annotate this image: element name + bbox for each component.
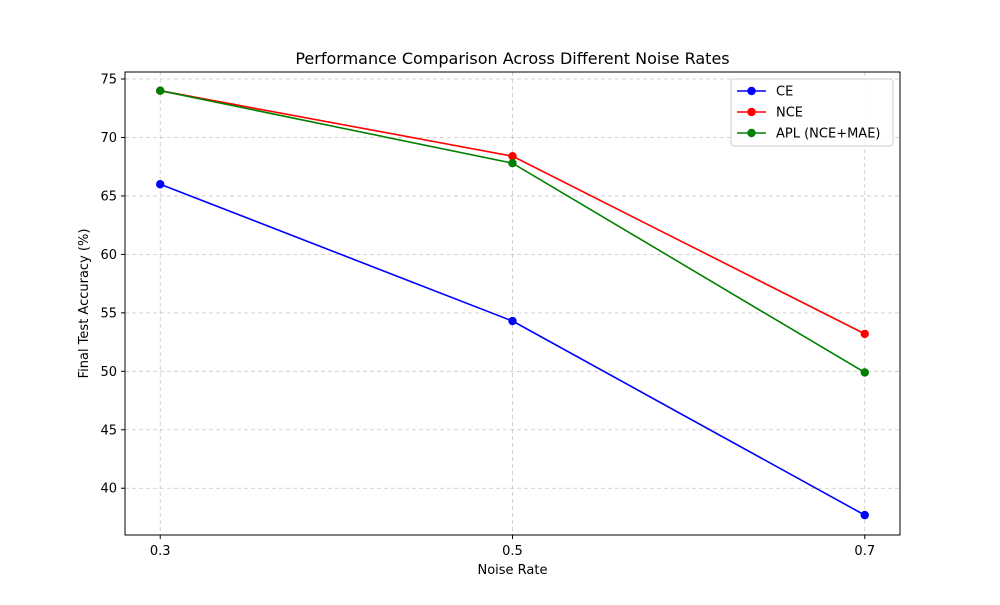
data-point-apl-nce-mae <box>860 368 869 377</box>
data-point-apl-nce-mae <box>156 86 165 95</box>
legend-marker-nce <box>747 107 756 117</box>
data-point-nce <box>860 329 869 339</box>
y-axis-title: Final Test Accuracy (%) <box>77 229 92 379</box>
x-tick-label: 0.5 <box>502 544 523 559</box>
axis-ticks: 0.3 0.5 0.7 40 45 50 55 60 65 70 75 <box>100 73 875 559</box>
data-point-ce <box>156 180 165 189</box>
y-tick-label: 40 <box>100 482 117 497</box>
y-tick-label: 55 <box>100 306 117 321</box>
legend-items: CE NCE APL (NCE+MAE) <box>737 85 880 142</box>
data-point-apl-nce-mae <box>508 158 517 168</box>
legend-marker-apl-nce-mae <box>747 128 756 138</box>
data-point-nce <box>508 151 517 161</box>
series-lines <box>156 86 869 520</box>
y-tick-label: 45 <box>100 423 117 438</box>
data-point-ce <box>508 316 517 326</box>
x-tick-label: 0.3 <box>150 544 171 559</box>
y-tick-label: 50 <box>100 365 117 380</box>
x-tick-label: 0.7 <box>854 544 875 559</box>
x-axis-title: Noise Rate <box>477 563 547 578</box>
legend-box <box>730 78 894 147</box>
y-tick-label: 60 <box>100 248 117 263</box>
y-tick-label: 70 <box>100 131 117 146</box>
legend-label-ce: CE <box>776 85 793 100</box>
data-point-ce <box>860 510 869 520</box>
chart-title: Performance Comparison Across Different … <box>295 49 729 68</box>
legend: CE NCE APL (NCE+MAE) <box>730 78 894 147</box>
legend-label-apl-nce-mae: APL (NCE+MAE) <box>776 127 880 142</box>
y-tick-label: 75 <box>100 73 117 88</box>
y-tick-label: 65 <box>100 189 117 204</box>
legend-label-nce: NCE <box>776 106 803 121</box>
legend-marker-ce <box>747 86 756 96</box>
